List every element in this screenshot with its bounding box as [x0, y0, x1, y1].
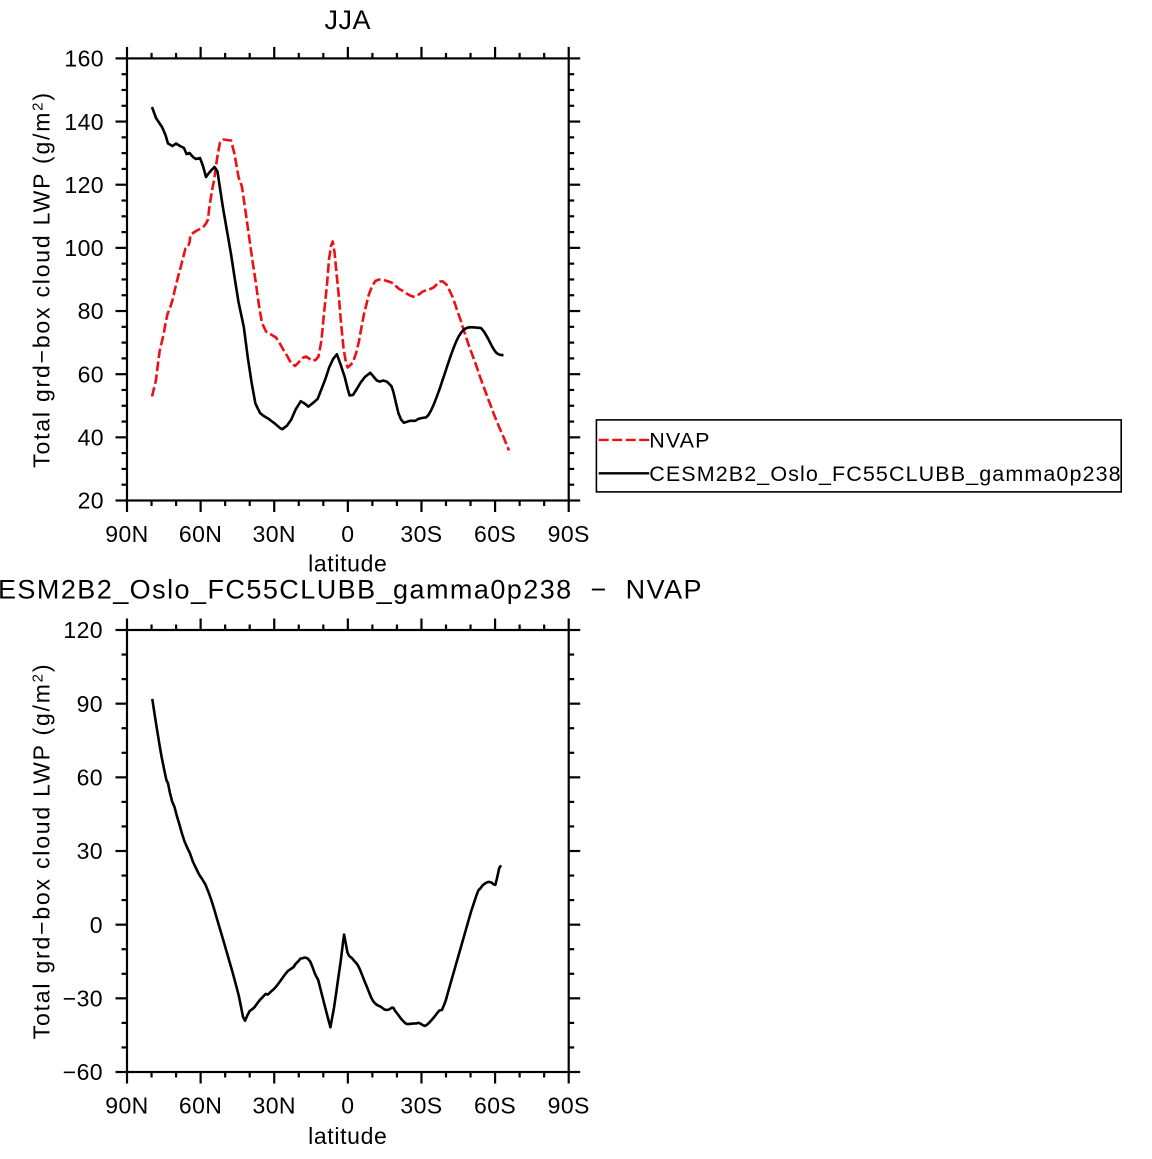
svg-text:Total grd−box cloud LWP (g/m2): Total grd−box cloud LWP (g/m2) — [29, 91, 55, 468]
svg-text:90S: 90S — [548, 1093, 590, 1119]
svg-text:30N: 30N — [253, 1093, 296, 1119]
svg-text:0: 0 — [341, 521, 354, 547]
svg-text:CESM2B2_Oslo_FC55CLUBB_gamma0p: CESM2B2_Oslo_FC55CLUBB_gamma0p238 — [649, 462, 1121, 486]
svg-text:0: 0 — [90, 912, 103, 938]
svg-text:30N: 30N — [253, 521, 296, 547]
svg-text:Total grd−box cloud LWP (g/m2): Total grd−box cloud LWP (g/m2) — [29, 663, 55, 1040]
svg-text:30: 30 — [77, 838, 103, 864]
svg-text:140: 140 — [64, 109, 104, 135]
svg-text:20: 20 — [78, 488, 104, 514]
svg-text:60: 60 — [77, 765, 103, 791]
svg-text:−30: −30 — [63, 986, 103, 1012]
svg-text:NVAP: NVAP — [649, 429, 710, 453]
svg-text:CESM2B2_Oslo_FC55CLUBB_gamma0p: CESM2B2_Oslo_FC55CLUBB_gamma0p238 − NVAP — [0, 574, 703, 604]
svg-text:90N: 90N — [105, 1093, 148, 1119]
svg-text:30S: 30S — [400, 1093, 442, 1119]
svg-text:120: 120 — [63, 617, 103, 643]
svg-text:0: 0 — [341, 1093, 354, 1119]
svg-text:90: 90 — [77, 691, 103, 717]
svg-text:30S: 30S — [400, 521, 442, 547]
svg-text:60N: 60N — [179, 521, 222, 547]
svg-text:120: 120 — [64, 172, 104, 198]
svg-text:latitude: latitude — [308, 551, 387, 577]
svg-text:−60: −60 — [63, 1059, 103, 1085]
svg-text:160: 160 — [64, 46, 104, 72]
svg-text:JJA: JJA — [325, 5, 372, 35]
svg-text:80: 80 — [78, 298, 104, 324]
svg-text:60S: 60S — [474, 521, 516, 547]
svg-text:90S: 90S — [548, 521, 590, 547]
svg-text:40: 40 — [78, 425, 104, 451]
svg-text:60N: 60N — [179, 1093, 222, 1119]
svg-text:60: 60 — [78, 361, 104, 387]
svg-text:latitude: latitude — [308, 1123, 387, 1149]
svg-text:100: 100 — [64, 235, 104, 261]
svg-text:60S: 60S — [474, 1093, 516, 1119]
svg-text:90N: 90N — [105, 521, 148, 547]
